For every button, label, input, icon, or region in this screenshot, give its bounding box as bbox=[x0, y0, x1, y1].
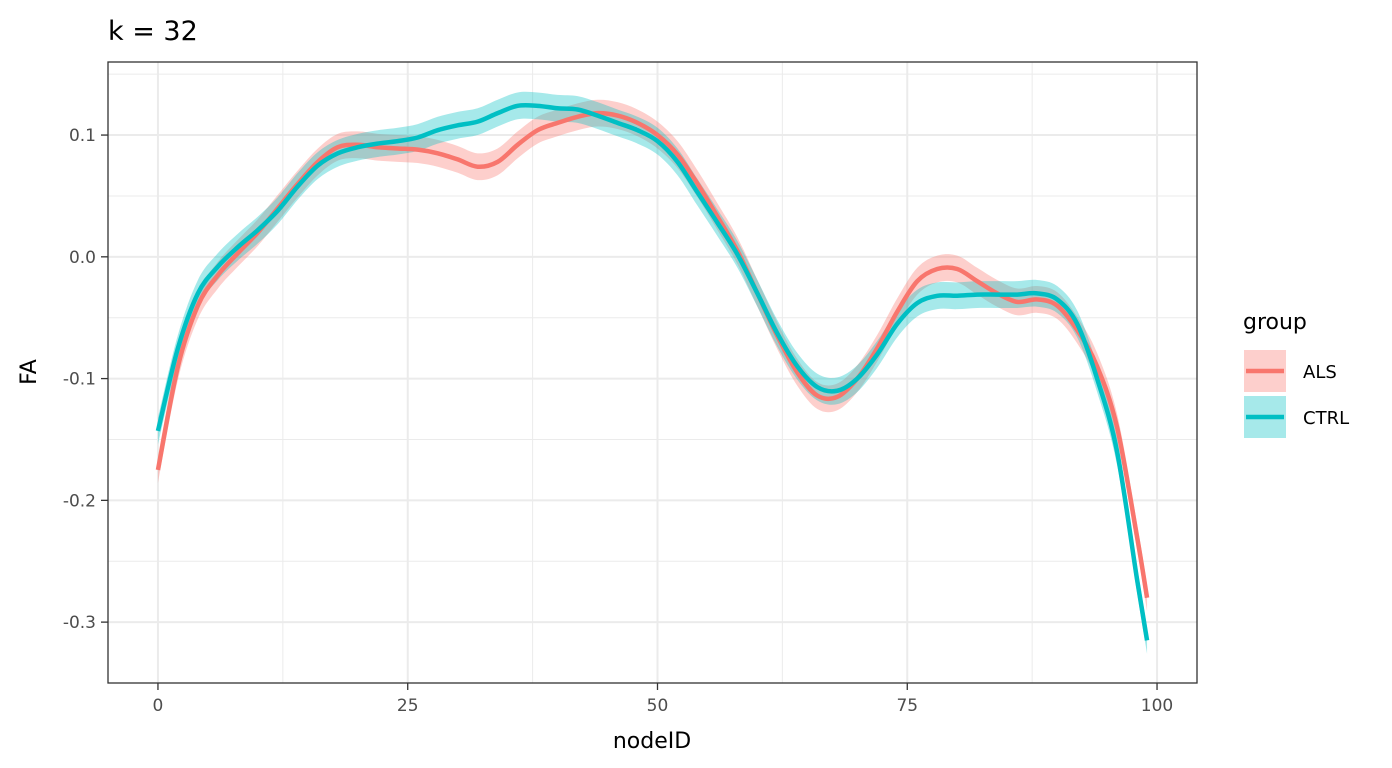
y-tick-label: 0.0 bbox=[69, 248, 96, 268]
y-axis-title: FA bbox=[17, 359, 42, 385]
line-ctrl bbox=[155, 102, 1150, 641]
y-axis-ticks: -0.3 -0.2 -0.1 0.0 0.1 bbox=[63, 126, 108, 633]
y-tick-label: -0.2 bbox=[63, 491, 96, 511]
legend-item-als: ALS bbox=[1244, 350, 1337, 392]
x-tick-label: 50 bbox=[647, 696, 669, 716]
x-tick-label: 75 bbox=[896, 696, 918, 716]
x-tick-label: 100 bbox=[1141, 696, 1173, 716]
chart-title: k = 32 bbox=[108, 16, 198, 47]
grid-major bbox=[108, 62, 1197, 683]
y-tick-label: -0.3 bbox=[63, 613, 96, 633]
legend: group ALS CTRL bbox=[1243, 310, 1349, 438]
plot-panel bbox=[108, 62, 1197, 683]
y-tick-label: -0.1 bbox=[63, 370, 96, 390]
x-axis-ticks: 0 25 50 75 100 bbox=[153, 683, 1173, 716]
legend-items: ALS CTRL bbox=[1244, 350, 1349, 438]
grid-minor bbox=[108, 62, 1197, 683]
x-tick-label: 0 bbox=[153, 696, 164, 716]
legend-label: CTRL bbox=[1303, 408, 1349, 429]
legend-item-ctrl: CTRL bbox=[1244, 396, 1349, 438]
x-tick-label: 25 bbox=[397, 696, 419, 716]
plot-panel-border bbox=[107, 61, 1198, 684]
legend-label: ALS bbox=[1303, 362, 1337, 383]
legend-title: group bbox=[1243, 310, 1307, 335]
series-lines bbox=[155, 102, 1150, 641]
x-axis-title: nodeID bbox=[613, 729, 691, 754]
y-tick-label: 0.1 bbox=[69, 126, 96, 146]
